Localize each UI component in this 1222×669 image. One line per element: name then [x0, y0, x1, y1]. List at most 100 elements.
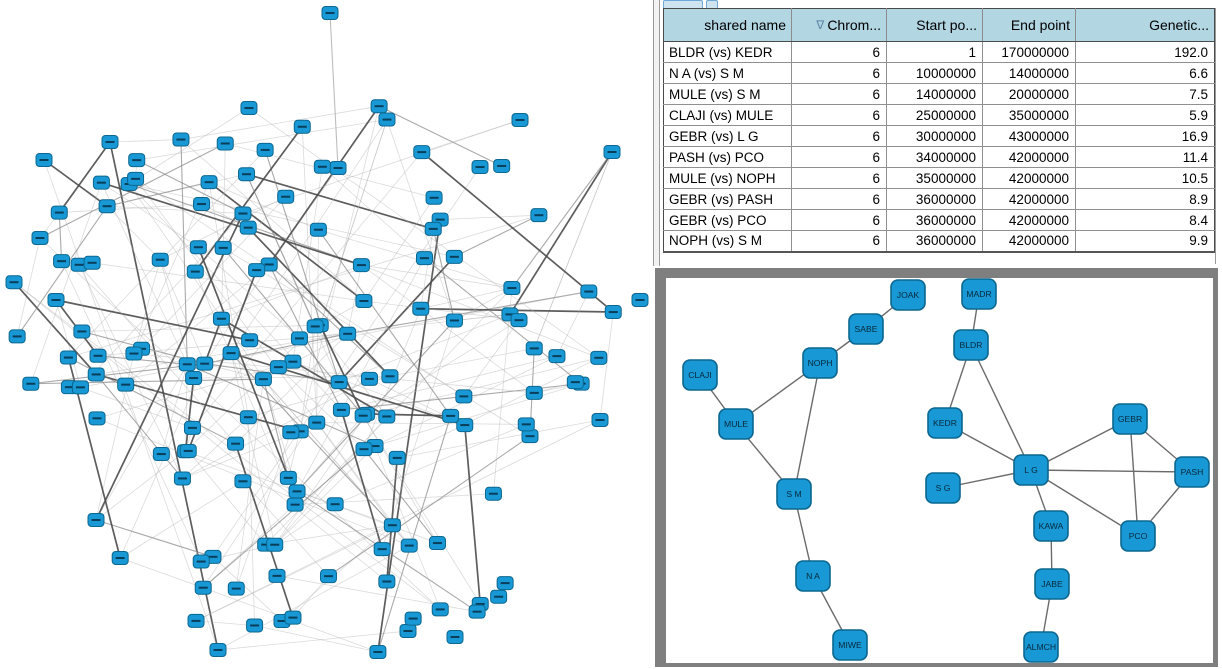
network-node[interactable]	[428, 536, 446, 551]
table-row[interactable]: GEBR (vs) PASH 6 36000000 42000000 8.9	[663, 188, 1215, 210]
network-node[interactable]	[388, 450, 406, 465]
network-node[interactable]	[277, 189, 295, 204]
network-node[interactable]	[98, 199, 116, 214]
network-node[interactable]: MADR	[961, 278, 997, 310]
network-node[interactable]	[87, 367, 105, 382]
table-row[interactable]: PASH (vs) PCO 6 34000000 42000000 11.4	[663, 146, 1215, 168]
network-node[interactable]	[111, 550, 129, 565]
network-node[interactable]	[192, 554, 210, 569]
network-node[interactable]	[189, 240, 207, 255]
network-node[interactable]: L G	[1013, 454, 1049, 486]
table-row[interactable]: N A (vs) S M 6 10000000 14000000 6.6	[663, 62, 1215, 84]
table-cell[interactable]: GEBR (vs) L G	[663, 125, 792, 147]
network-node[interactable]	[185, 371, 203, 386]
network-node[interactable]	[59, 350, 77, 365]
network-node[interactable]: PCO	[1120, 520, 1156, 552]
network-node[interactable]	[214, 240, 232, 255]
network-node[interactable]	[47, 293, 65, 307]
network-node[interactable]	[284, 610, 302, 625]
network-node[interactable]	[313, 159, 331, 174]
network-node[interactable]	[125, 346, 143, 361]
network-node[interactable]	[339, 326, 357, 341]
table-cell[interactable]: 192.0	[1075, 41, 1215, 63]
table-cell[interactable]: 6	[791, 41, 887, 63]
network-node[interactable]	[355, 294, 373, 309]
table-cell[interactable]: PASH (vs) PCO	[663, 146, 792, 168]
network-node[interactable]	[173, 471, 191, 486]
network-node[interactable]: SABE	[848, 313, 884, 345]
network-node[interactable]	[425, 190, 443, 205]
network-node[interactable]	[227, 581, 245, 596]
network-node[interactable]	[603, 145, 621, 159]
table-row[interactable]: GEBR (vs) PCO 6 36000000 42000000 8.4	[663, 209, 1215, 231]
network-node[interactable]	[200, 175, 218, 190]
table-cell[interactable]: 6	[791, 125, 887, 147]
table-cell[interactable]: 36000000	[886, 209, 983, 231]
network-node[interactable]	[279, 470, 297, 485]
table-cell[interactable]: 9.9	[1075, 230, 1215, 252]
network-node[interactable]	[525, 341, 543, 356]
network-node[interactable]	[354, 408, 372, 423]
network-node[interactable]	[178, 357, 196, 372]
network-node[interactable]	[400, 538, 418, 553]
network-node[interactable]	[424, 221, 442, 236]
network-node[interactable]	[446, 630, 464, 644]
network-node[interactable]	[256, 142, 274, 157]
network-node[interactable]	[370, 99, 388, 114]
network-node[interactable]: JABE	[1034, 568, 1070, 600]
network-node[interactable]	[511, 113, 529, 127]
network-node[interactable]	[246, 618, 264, 633]
network-node[interactable]	[222, 346, 240, 361]
network-node[interactable]: S M	[776, 478, 812, 510]
network-node[interactable]	[241, 333, 259, 348]
network-node[interactable]	[117, 377, 135, 392]
network-node[interactable]	[282, 425, 300, 440]
network-node[interactable]: JOAK	[890, 279, 926, 311]
network-node[interactable]	[101, 135, 119, 149]
table-cell[interactable]: 10000000	[886, 62, 983, 84]
network-node[interactable]	[239, 410, 257, 425]
network-node[interactable]	[288, 484, 306, 499]
table-row[interactable]: BLDR (vs) KEDR 6 1 170000000 192.0	[663, 41, 1215, 63]
network-node[interactable]	[530, 208, 548, 223]
network-node[interactable]	[378, 112, 396, 127]
table-cell[interactable]: 42000000	[982, 209, 1076, 231]
table-cell[interactable]: 34000000	[886, 146, 983, 168]
network-node[interactable]: BLDR	[953, 329, 989, 361]
network-node[interactable]	[319, 569, 337, 584]
table-row[interactable]: GEBR (vs) L G 6 30000000 43000000 16.9	[663, 125, 1215, 147]
column-header[interactable]: Start po...	[886, 8, 983, 42]
table-cell[interactable]: 6	[791, 83, 887, 105]
table-row[interactable]: MULE (vs) S M 6 14000000 20000000 7.5	[663, 83, 1215, 105]
network-node[interactable]	[8, 329, 26, 344]
network-node[interactable]	[209, 643, 227, 657]
table-cell[interactable]: N A (vs) S M	[663, 62, 792, 84]
network-node[interactable]	[193, 197, 211, 212]
network-node[interactable]	[151, 252, 169, 267]
network-node[interactable]	[83, 255, 101, 270]
network-node[interactable]	[50, 205, 68, 220]
network-node[interactable]	[53, 254, 71, 269]
network-node[interactable]	[332, 402, 350, 417]
network-node[interactable]	[172, 132, 190, 147]
network-node[interactable]	[355, 442, 373, 457]
table-cell[interactable]: 30000000	[886, 125, 983, 147]
network-node[interactable]	[404, 611, 422, 626]
network-node[interactable]	[179, 443, 197, 458]
network-node[interactable]	[290, 331, 308, 346]
column-header[interactable]: End point	[982, 8, 1076, 42]
table-row[interactable]: NOPH (vs) S M 6 36000000 42000000 9.9	[663, 230, 1215, 252]
network-node[interactable]: KEDR	[927, 407, 963, 439]
table-cell[interactable]: 1	[886, 41, 983, 63]
table-cell[interactable]: 36000000	[886, 188, 983, 210]
table-cell[interactable]: 6	[791, 167, 887, 189]
network-node[interactable]	[183, 420, 201, 435]
table-cell[interactable]: 42000000	[982, 146, 1076, 168]
table-cell[interactable]: 43000000	[982, 125, 1076, 147]
table-row[interactable]: MULE (vs) NOPH 6 35000000 42000000 10.5	[663, 167, 1215, 189]
network-node[interactable]	[445, 249, 463, 264]
network-node[interactable]	[456, 418, 474, 433]
network-node[interactable]	[496, 576, 514, 591]
network-node[interactable]	[381, 369, 399, 384]
network-node[interactable]	[152, 447, 170, 462]
